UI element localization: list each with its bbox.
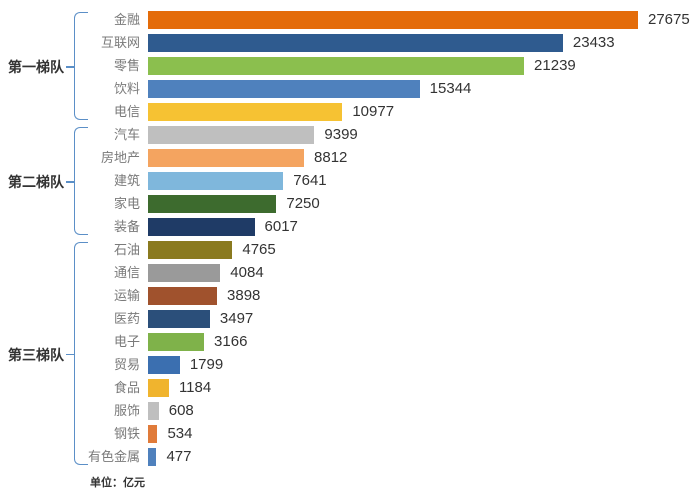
bar-row: 零售21239 <box>0 56 700 76</box>
bar-row: 通信 4084 <box>0 263 700 283</box>
value-label: 10977 <box>352 102 394 122</box>
bar <box>148 448 156 466</box>
group-bracket-tail <box>66 66 74 68</box>
bar-row: 金融 27675 <box>0 10 700 30</box>
bar-row: 服饰 608 <box>0 401 700 421</box>
value-label: 6017 <box>265 217 298 237</box>
bar-row: 钢铁 534 <box>0 424 700 444</box>
bar-row: 食品 1184 <box>0 378 700 398</box>
bar-row: 互联网 23433 <box>0 33 700 53</box>
value-label: 7641 <box>293 171 326 191</box>
bar <box>148 126 314 144</box>
category-label: 家电 <box>40 194 140 214</box>
value-label: 21239 <box>534 56 576 76</box>
value-label: 8812 <box>314 148 347 168</box>
value-label: 15344 <box>430 79 472 99</box>
bar <box>148 172 283 190</box>
category-label: 装备 <box>40 217 140 237</box>
value-label: 1184 <box>179 378 211 398</box>
category-label: 通信 <box>40 263 140 283</box>
bar-row: 建筑7641 <box>0 171 700 191</box>
bar <box>148 287 217 305</box>
category-label: 服饰 <box>40 401 140 421</box>
category-label: 房地产 <box>40 148 140 168</box>
group-label: 第三梯队 <box>4 345 64 365</box>
value-label: 4765 <box>242 240 275 260</box>
bar-row: 石油 4765 <box>0 240 700 260</box>
category-label: 食品 <box>40 378 140 398</box>
value-label: 4084 <box>230 263 263 283</box>
bar <box>148 80 420 98</box>
value-label: 23433 <box>573 33 615 53</box>
bar <box>148 310 210 328</box>
bar-row: 贸易1799 <box>0 355 700 375</box>
group-bracket <box>74 242 88 465</box>
unit-label: 单位：亿元 <box>90 474 145 490</box>
value-label: 27675 <box>648 10 690 30</box>
category-label: 汽车 <box>40 125 140 145</box>
bar <box>148 379 169 397</box>
category-label: 有色金属 <box>40 447 140 467</box>
category-label: 互联网 <box>40 33 140 53</box>
group-bracket <box>74 127 88 235</box>
category-label: 石油 <box>40 240 140 260</box>
bar-row: 医药 3497 <box>0 309 700 329</box>
group-bracket-tail <box>66 354 74 356</box>
bar <box>148 425 157 443</box>
bar-row: 家电 7250 <box>0 194 700 214</box>
bar <box>148 356 180 374</box>
bar-row: 装备 6017 <box>0 217 700 237</box>
bar <box>148 149 304 167</box>
category-label: 电信 <box>40 102 140 122</box>
bar <box>148 34 563 52</box>
bar-row: 房地产 8812 <box>0 148 700 168</box>
bar-row: 有色金属 477 <box>0 447 700 467</box>
bar-row: 电子3166 <box>0 332 700 352</box>
bar-row: 饮料 15344 <box>0 79 700 99</box>
category-label: 饮料 <box>40 79 140 99</box>
category-label: 金融 <box>40 10 140 30</box>
value-label: 7250 <box>286 194 319 214</box>
bar <box>148 241 232 259</box>
group-bracket-tail <box>66 181 74 183</box>
value-label: 3166 <box>214 332 247 352</box>
bar <box>148 57 524 75</box>
bar <box>148 11 638 29</box>
bar <box>148 402 159 420</box>
group-label: 第二梯队 <box>4 172 64 192</box>
bar-row: 电信 10977 <box>0 102 700 122</box>
bar <box>148 264 220 282</box>
value-label: 477 <box>166 447 191 467</box>
bar <box>148 103 342 121</box>
bar-row: 汽车 9399 <box>0 125 700 145</box>
group-label: 第一梯队 <box>4 57 64 77</box>
bar <box>148 333 204 351</box>
bar-row: 运输 3898 <box>0 286 700 306</box>
value-label: 608 <box>169 401 194 421</box>
bar <box>148 218 255 236</box>
group-bracket <box>74 12 88 120</box>
category-label: 钢铁 <box>40 424 140 444</box>
value-label: 3898 <box>227 286 260 306</box>
value-label: 534 <box>167 424 192 444</box>
category-label: 运输 <box>40 286 140 306</box>
category-label: 医药 <box>40 309 140 329</box>
value-label: 3497 <box>220 309 253 329</box>
value-label: 9399 <box>324 125 357 145</box>
bar <box>148 195 276 213</box>
value-label: 1799 <box>190 355 223 375</box>
